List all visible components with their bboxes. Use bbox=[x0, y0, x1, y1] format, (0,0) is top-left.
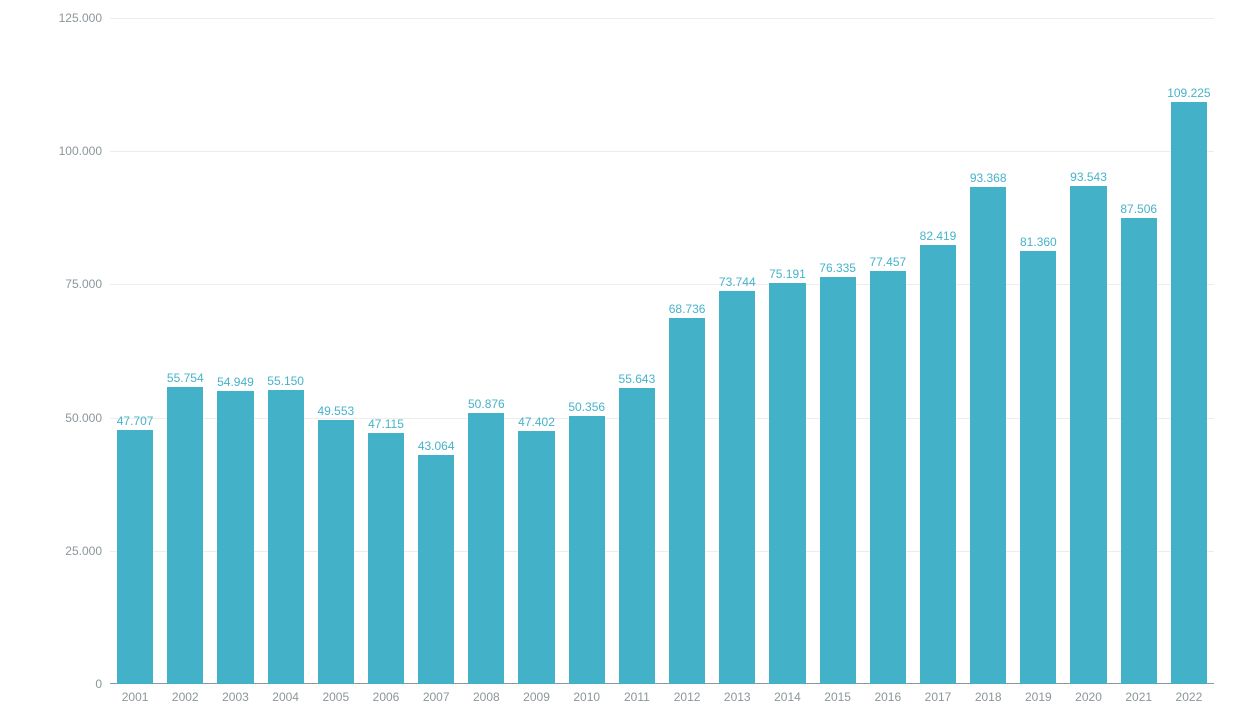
bar-value-label: 75.191 bbox=[769, 267, 806, 281]
x-tick-label: 2012 bbox=[674, 690, 701, 704]
bar bbox=[820, 277, 856, 684]
bar-value-label: 109.225 bbox=[1167, 86, 1210, 100]
x-tick-label: 2001 bbox=[122, 690, 149, 704]
bar bbox=[268, 390, 304, 684]
bar-value-label: 87.506 bbox=[1120, 202, 1157, 216]
x-tick-label: 2020 bbox=[1075, 690, 1102, 704]
bar-value-label: 73.744 bbox=[719, 275, 756, 289]
x-tick-label: 2006 bbox=[373, 690, 400, 704]
y-tick-label: 100.000 bbox=[59, 144, 102, 158]
gridline bbox=[110, 151, 1214, 152]
bar bbox=[870, 271, 906, 684]
x-tick-label: 2009 bbox=[523, 690, 550, 704]
bar bbox=[468, 413, 504, 684]
x-tick-label: 2018 bbox=[975, 690, 1002, 704]
bar-value-label: 49.553 bbox=[317, 404, 354, 418]
bar-chart: 0 25.000 50.000 75.000 100.000 125.000 2001 47.… bbox=[0, 0, 1234, 720]
x-tick-label: 2022 bbox=[1176, 690, 1203, 704]
bar-value-label: 93.368 bbox=[970, 171, 1007, 185]
bar-value-label: 43.064 bbox=[418, 439, 455, 453]
bar bbox=[167, 387, 203, 684]
bar bbox=[1070, 186, 1106, 684]
bar-value-label: 55.643 bbox=[619, 372, 656, 386]
plot-area bbox=[110, 18, 1214, 684]
y-tick-label: 0 bbox=[95, 677, 102, 691]
y-tick-label: 50.000 bbox=[65, 411, 102, 425]
bar-value-label: 54.949 bbox=[217, 375, 254, 389]
bar bbox=[1020, 251, 1056, 684]
bar-value-label: 93.543 bbox=[1070, 170, 1107, 184]
x-tick-label: 2019 bbox=[1025, 690, 1052, 704]
bar bbox=[318, 420, 354, 684]
bar-value-label: 55.150 bbox=[267, 374, 304, 388]
bar-value-label: 50.876 bbox=[468, 397, 505, 411]
x-tick-label: 2003 bbox=[222, 690, 249, 704]
bar-value-label: 47.402 bbox=[518, 415, 555, 429]
x-tick-label: 2016 bbox=[874, 690, 901, 704]
bar-value-label: 55.754 bbox=[167, 371, 204, 385]
bar-value-label: 76.335 bbox=[819, 261, 856, 275]
bar-value-label: 82.419 bbox=[920, 229, 957, 243]
bar bbox=[418, 455, 454, 684]
y-tick-label: 25.000 bbox=[65, 544, 102, 558]
bar bbox=[368, 433, 404, 684]
bar-value-label: 68.736 bbox=[669, 302, 706, 316]
x-tick-label: 2002 bbox=[172, 690, 199, 704]
bar-value-label: 81.360 bbox=[1020, 235, 1057, 249]
x-tick-label: 2015 bbox=[824, 690, 851, 704]
x-tick-label: 2013 bbox=[724, 690, 751, 704]
bar-value-label: 50.356 bbox=[568, 400, 605, 414]
x-tick-label: 2021 bbox=[1125, 690, 1152, 704]
bar bbox=[569, 416, 605, 684]
bar bbox=[769, 283, 805, 684]
bar bbox=[217, 391, 253, 684]
bar bbox=[619, 388, 655, 684]
y-tick-label: 125.000 bbox=[59, 11, 102, 25]
bar bbox=[117, 430, 153, 684]
bar-value-label: 47.115 bbox=[368, 417, 404, 431]
gridline bbox=[110, 18, 1214, 19]
x-tick-label: 2010 bbox=[573, 690, 600, 704]
x-tick-label: 2014 bbox=[774, 690, 801, 704]
bar-value-label: 77.457 bbox=[869, 255, 906, 269]
bar bbox=[1121, 218, 1157, 684]
bar-value-label: 47.707 bbox=[117, 414, 154, 428]
x-tick-label: 2008 bbox=[473, 690, 500, 704]
bar bbox=[719, 291, 755, 684]
bar bbox=[970, 187, 1006, 684]
bar bbox=[669, 318, 705, 684]
x-tick-label: 2017 bbox=[925, 690, 952, 704]
y-tick-label: 75.000 bbox=[65, 277, 102, 291]
x-tick-label: 2007 bbox=[423, 690, 450, 704]
bar bbox=[920, 245, 956, 684]
bar bbox=[518, 431, 554, 684]
x-tick-label: 2011 bbox=[624, 690, 650, 704]
x-tick-label: 2005 bbox=[322, 690, 349, 704]
x-tick-label: 2004 bbox=[272, 690, 299, 704]
bar bbox=[1171, 102, 1207, 684]
